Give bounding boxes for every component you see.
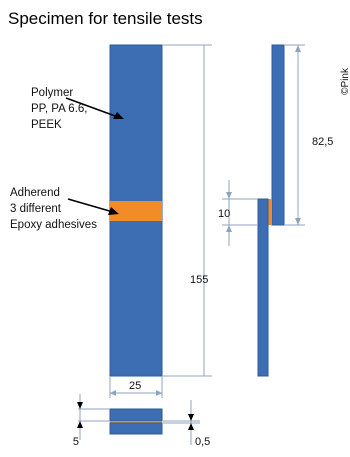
adherend-label: Adherend 3 different Epoxy adhesives	[10, 187, 97, 231]
polymer-label-line-3: PEEK	[31, 119, 62, 131]
thickness-dimension-value: 5	[73, 436, 79, 448]
adhesive-layer-front	[110, 201, 162, 221]
upper-length-dimension: 82,5	[284, 44, 333, 226]
overlap-value: 10	[218, 208, 230, 220]
width-dimension: 25	[109, 376, 163, 398]
cross-section-lower-adherend	[109, 422, 163, 435]
thickness-dimension: 5	[73, 394, 110, 448]
adherend-label-line-1: Adherend	[10, 187, 60, 199]
polymer-label-line-2: PP, PA 6.6,	[31, 103, 87, 115]
adherend-label-line-3: Epoxy adhesives	[10, 219, 97, 231]
side-view-lower-adherend	[257, 198, 269, 377]
adherend-label-line-2: 3 different	[10, 203, 62, 215]
overlap-dimension: 10	[218, 180, 258, 246]
polymer-label-line-1: Polymer	[31, 87, 73, 99]
polymer-pointer-arrow	[65, 97, 124, 119]
diagram-title: Specimen for tensile tests	[8, 9, 203, 28]
cross-section-adhesive	[110, 421, 162, 423]
adhesive-thickness-dimension: 0,5	[162, 400, 210, 448]
upper-length-value: 82,5	[312, 136, 333, 148]
side-view-adhesive	[268, 199, 272, 225]
polymer-label: Polymer PP, PA 6.6, PEEK	[31, 87, 87, 131]
length-dimension-value: 155	[190, 274, 208, 286]
side-view-upper-adherend	[271, 44, 285, 226]
length-dimension: 155	[162, 44, 212, 377]
cross-section-upper-adherend	[109, 408, 163, 422]
copyright-text: ©Pink	[340, 67, 350, 95]
adherend-pointer-arrow	[67, 198, 119, 215]
width-dimension-value: 25	[129, 380, 141, 392]
adhesive-thickness-value: 0,5	[195, 436, 210, 448]
